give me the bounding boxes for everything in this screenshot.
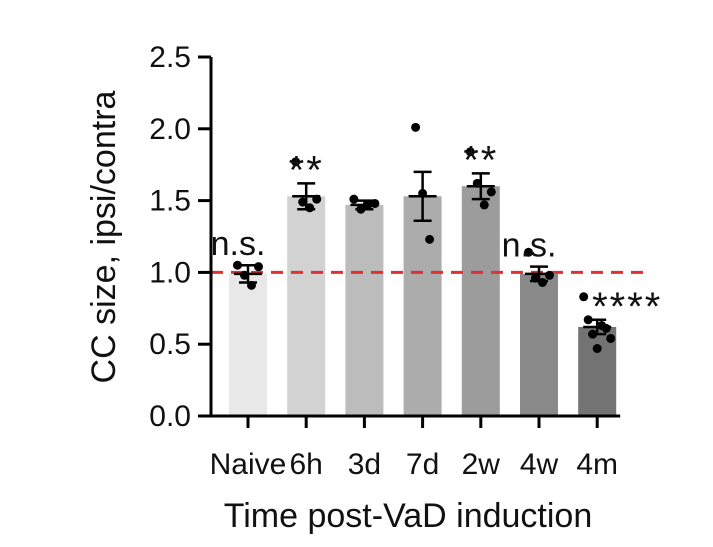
x-axis-title: Time post-VaD induction bbox=[224, 497, 593, 535]
data-point-2w bbox=[486, 187, 496, 197]
data-point-6h bbox=[298, 197, 308, 207]
data-point-3d bbox=[370, 198, 380, 208]
y-tick-label: 0.5 bbox=[149, 328, 191, 361]
significance-label-6h: ** bbox=[289, 148, 324, 192]
bar-6h bbox=[287, 196, 326, 416]
y-tick-label: 0.0 bbox=[149, 400, 191, 433]
data-point-2w bbox=[472, 178, 482, 188]
x-tick-label-3d: 3d bbox=[348, 448, 381, 481]
data-point-4m bbox=[601, 323, 611, 333]
bar-4w bbox=[520, 273, 558, 416]
y-tick-label: 2.0 bbox=[149, 113, 191, 146]
y-tick-label: 2.5 bbox=[149, 41, 191, 74]
x-tick-label-naive: Naive bbox=[210, 448, 287, 481]
data-point-4w bbox=[538, 277, 547, 287]
data-point-naive bbox=[247, 280, 256, 290]
data-point-6h bbox=[305, 203, 315, 213]
bar-7d bbox=[403, 196, 442, 416]
data-points-group bbox=[233, 122, 616, 354]
data-point-7d bbox=[425, 234, 435, 244]
bar-2w bbox=[461, 186, 500, 416]
data-point-naive bbox=[240, 270, 249, 280]
significance-label-4w: n.s. bbox=[502, 227, 557, 265]
significance-label-2w: ** bbox=[463, 138, 498, 182]
significance-labels-group: n.s.** **n.s.**** bbox=[211, 138, 662, 329]
axes-group: Naive 6h 3d 7d 2w 4w 4m 0.0 0.5 1.0 1.5 2.0 2.5 bbox=[149, 41, 621, 481]
data-point-3d bbox=[356, 204, 366, 214]
data-point-4m bbox=[592, 344, 602, 354]
data-point-3d bbox=[363, 200, 373, 210]
data-point-4m bbox=[579, 292, 589, 302]
data-point-3d bbox=[349, 194, 359, 204]
x-tick-label-6h: 6h bbox=[290, 448, 323, 481]
data-point-7d bbox=[411, 122, 421, 132]
data-point-6h bbox=[312, 194, 322, 204]
data-point-naive bbox=[254, 262, 263, 272]
data-point-4w bbox=[545, 270, 554, 280]
bar-3d bbox=[345, 204, 384, 416]
y-tick-label: 1.5 bbox=[149, 185, 191, 218]
bars-group bbox=[229, 186, 617, 416]
significance-label-4m: **** bbox=[592, 285, 662, 329]
data-point-4m bbox=[588, 329, 598, 339]
data-point-naive bbox=[233, 260, 242, 270]
data-point-4m bbox=[583, 315, 593, 325]
data-point-4m bbox=[606, 333, 616, 343]
data-point-4w bbox=[531, 273, 540, 283]
data-point-2w bbox=[465, 147, 475, 157]
data-point-7d bbox=[418, 188, 428, 198]
data-point-2w bbox=[479, 200, 489, 210]
data-point-4w bbox=[524, 247, 533, 257]
y-axis-title: CC size, ipsi/contra bbox=[85, 90, 123, 383]
bar-naive bbox=[229, 273, 267, 416]
x-tick-label-7d: 7d bbox=[406, 448, 439, 481]
y-tick-label: 1.0 bbox=[149, 256, 191, 289]
x-tick-label-4w: 4w bbox=[520, 448, 559, 481]
x-tick-label-4m: 4m bbox=[576, 448, 618, 481]
error-bars-group bbox=[234, 170, 612, 336]
x-tick-label-2w: 2w bbox=[462, 448, 501, 481]
significance-label-naive: n.s. bbox=[211, 225, 266, 263]
data-point-6h bbox=[291, 157, 301, 167]
